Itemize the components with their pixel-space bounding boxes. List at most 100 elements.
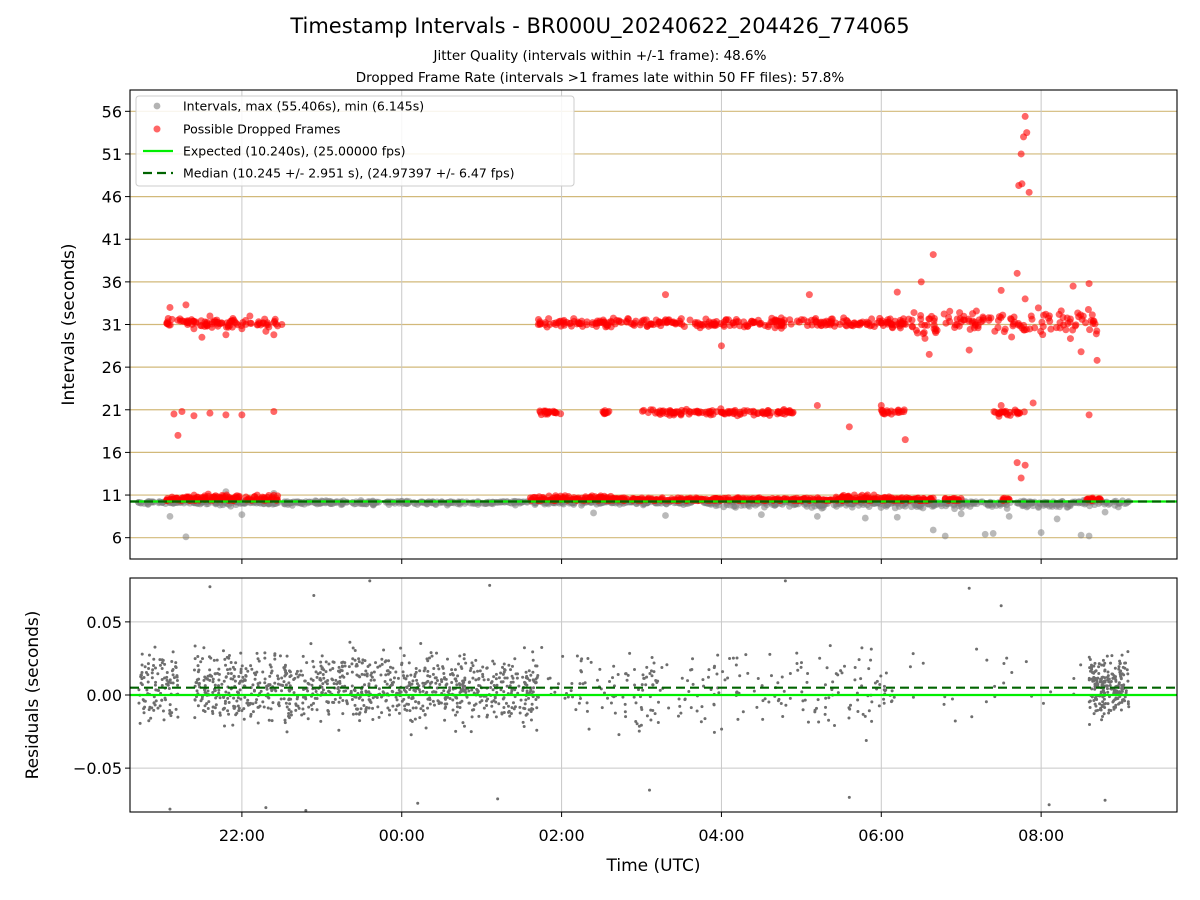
residual-point: [224, 690, 228, 694]
residual-point: [326, 679, 330, 683]
residual-point: [332, 682, 336, 686]
residual-point: [496, 797, 500, 801]
residual-point: [801, 699, 805, 703]
residual-point: [816, 698, 820, 702]
dropped-frame-point: [540, 494, 548, 502]
residual-point: [349, 689, 353, 693]
y-tick-label: 6: [112, 529, 122, 548]
residual-point: [833, 724, 837, 728]
dropped-frame-point: [965, 346, 973, 354]
residual-point: [426, 659, 430, 663]
residual-point: [1095, 679, 1099, 683]
residual-point: [212, 658, 216, 662]
residual-point: [340, 664, 344, 668]
x-tick-label: 04:00: [698, 826, 744, 845]
interval-point: [1066, 501, 1074, 509]
residual-point: [586, 656, 590, 660]
residual-point: [856, 709, 860, 713]
interval-point: [1057, 501, 1065, 509]
residual-point: [760, 684, 764, 688]
residual-point: [445, 682, 449, 686]
residual-point: [171, 673, 175, 677]
residual-point: [578, 682, 582, 686]
residual-point: [192, 668, 196, 672]
residual-point: [828, 644, 832, 648]
residual-point: [419, 707, 423, 711]
residual-point: [1111, 676, 1115, 680]
residual-point: [1088, 666, 1092, 670]
dropped-frame-point: [1079, 312, 1087, 320]
dropped-frame-point: [845, 423, 853, 431]
residual-point: [318, 678, 322, 682]
residual-point: [511, 680, 515, 684]
residual-point: [767, 700, 771, 704]
residual-point: [414, 706, 418, 710]
residual-point: [656, 721, 660, 725]
residual-point: [391, 680, 395, 684]
residual-point: [196, 655, 200, 659]
residual-point: [170, 659, 174, 663]
dropped-frame-point: [882, 318, 890, 326]
dropped-frame-point: [917, 311, 925, 319]
residual-point: [860, 646, 864, 650]
dropped-frame-point: [182, 301, 190, 309]
residual-point: [429, 651, 433, 655]
residual-point: [321, 688, 325, 692]
residual-point: [1099, 706, 1103, 710]
residual-point: [244, 674, 248, 678]
dropped-frame-point: [638, 407, 646, 415]
dropped-frame-point: [730, 321, 738, 329]
residual-point: [211, 705, 215, 709]
residual-point: [700, 705, 704, 709]
residual-point: [686, 679, 690, 683]
residual-point: [1092, 712, 1096, 716]
residual-point: [540, 646, 544, 650]
residual-point: [139, 673, 143, 677]
residual-point: [878, 682, 882, 686]
residual-point: [217, 667, 221, 671]
residual-point: [388, 670, 392, 674]
residual-point: [148, 705, 152, 709]
residual-point: [492, 699, 496, 703]
residual-point: [354, 664, 358, 668]
interval-point: [182, 533, 190, 541]
dropped-frame-point: [824, 321, 832, 329]
residual-point: [208, 678, 212, 682]
residual-point: [289, 674, 293, 678]
residual-point: [859, 677, 863, 681]
residual-point: [726, 676, 730, 680]
residual-point: [481, 665, 485, 669]
legend: Intervals, max (55.406s), min (6.145s) Po…: [135, 95, 575, 187]
residual-point: [288, 702, 292, 706]
dropped-frame-point: [922, 496, 930, 504]
residual-point: [1100, 718, 1104, 722]
residual-point: [358, 719, 362, 723]
residual-point: [510, 706, 514, 710]
residual-point: [328, 668, 332, 672]
residual-point: [1123, 695, 1127, 699]
residual-point: [485, 704, 489, 708]
residual-point: [1109, 680, 1113, 684]
residual-point: [1123, 699, 1127, 703]
residual-point: [411, 706, 415, 710]
residual-point: [276, 674, 280, 678]
dropped-frame-point: [956, 309, 964, 317]
residual-point: [320, 691, 324, 695]
residual-point: [507, 709, 511, 713]
residual-point: [222, 695, 226, 699]
residual-point: [167, 687, 171, 691]
residual-point: [292, 691, 296, 695]
residual-point: [840, 671, 844, 675]
residual-point: [434, 681, 438, 685]
dropped-frame-point: [592, 320, 600, 328]
residual-point: [284, 683, 288, 687]
dropped-frame-point: [544, 408, 552, 416]
residual-point: [309, 677, 313, 681]
residual-point: [908, 665, 912, 669]
residual-point: [455, 701, 459, 705]
residual-point: [478, 669, 482, 673]
residual-point: [1117, 681, 1121, 685]
residual-point: [477, 676, 481, 680]
residual-point: [202, 678, 206, 682]
residual-point: [1126, 650, 1130, 654]
